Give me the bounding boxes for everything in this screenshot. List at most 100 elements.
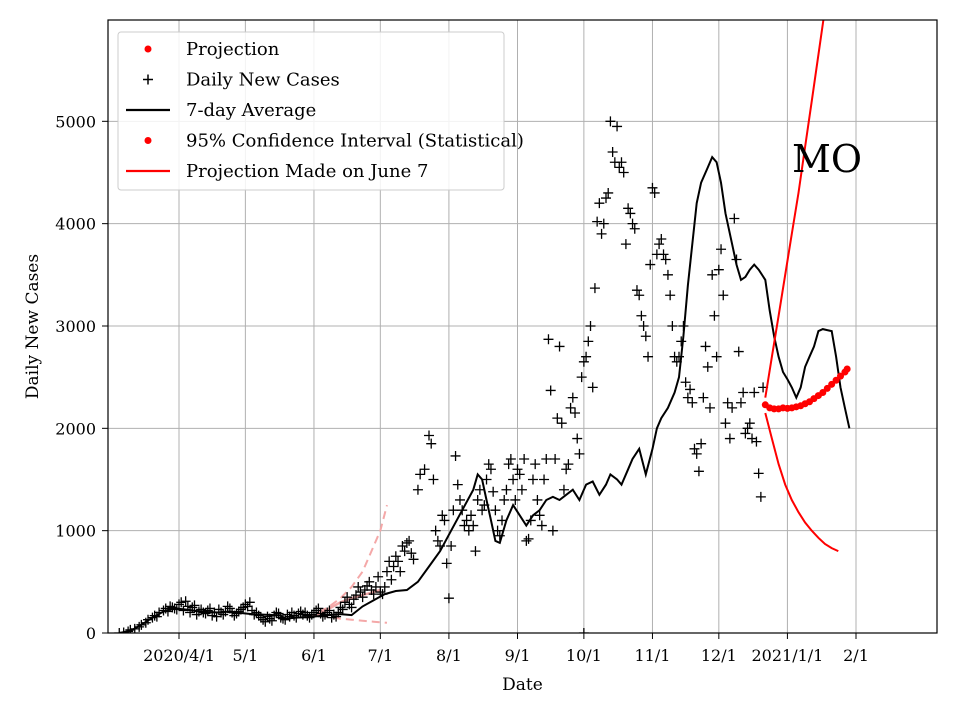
daily-case-marker — [501, 484, 512, 495]
series-layer — [114, 20, 851, 633]
daily-case-marker — [244, 597, 255, 608]
daily-case-marker — [477, 505, 488, 516]
daily-case-marker — [616, 157, 627, 168]
daily-case-marker — [534, 510, 545, 521]
daily-case-marker — [346, 602, 357, 613]
daily-case-marker — [733, 346, 744, 357]
daily-case-marker — [676, 336, 687, 347]
daily-case-marker — [654, 239, 665, 250]
daily-case-marker — [543, 334, 554, 345]
y-tick-label: 3000 — [55, 317, 96, 336]
y-tick-label: 4000 — [55, 215, 96, 234]
daily-case-marker — [554, 341, 565, 352]
daily-case-marker — [362, 580, 373, 591]
daily-case-marker — [585, 320, 596, 331]
daily-case-marker — [578, 356, 589, 367]
x-tick-label: 10/1 — [566, 646, 602, 665]
daily-case-marker — [600, 193, 611, 204]
daily-case-marker — [660, 254, 671, 265]
daily-case-marker — [558, 484, 569, 495]
projection-dot — [843, 365, 851, 373]
daily-case-marker — [627, 218, 638, 229]
daily-case-marker — [587, 382, 598, 393]
daily-case-marker — [536, 520, 547, 531]
daily-case-marker — [704, 402, 715, 413]
daily-case-marker — [481, 474, 492, 485]
daily-case-marker — [448, 505, 459, 516]
daily-case-marker — [452, 479, 463, 490]
legend-label: Projection — [186, 39, 280, 60]
daily-case-marker — [395, 566, 406, 577]
daily-case-marker — [253, 610, 264, 621]
legend-items: Projection Daily New Cases 7-day Average 95… — [126, 39, 524, 182]
daily-case-marker — [437, 510, 448, 521]
daily-case-marker — [570, 407, 581, 418]
daily-case-marker — [709, 310, 720, 321]
daily-case-marker — [273, 608, 284, 619]
daily-case-marker — [727, 402, 738, 413]
daily-case-marker — [483, 459, 494, 470]
daily-case-marker — [665, 290, 676, 301]
daily-case-marker — [581, 351, 592, 362]
daily-case-marker — [735, 397, 746, 408]
daily-case-marker — [744, 418, 755, 429]
seven-day-average-line — [119, 155, 851, 633]
daily-case-marker — [180, 596, 191, 607]
daily-case-marker — [459, 520, 470, 531]
daily-case-marker — [174, 599, 184, 610]
daily-case-marker — [629, 223, 640, 234]
daily-case-marker — [222, 601, 233, 612]
daily-case-marker — [565, 402, 576, 413]
daily-case-marker — [572, 433, 583, 444]
daily-case-marker — [337, 604, 348, 615]
daily-case-marker — [605, 116, 616, 127]
daily-case-marker — [521, 535, 532, 546]
daily-case-marker — [583, 336, 594, 347]
daily-case-marker — [643, 351, 654, 362]
daily-case-marker — [470, 546, 481, 557]
legend-label: 7-day Average — [186, 100, 316, 121]
daily-case-marker — [302, 610, 313, 621]
daily-case-marker — [722, 397, 733, 408]
daily-case-marker — [505, 454, 516, 465]
daily-case-marker — [556, 418, 567, 429]
daily-case-marker — [612, 121, 623, 132]
daily-case-marker — [114, 628, 125, 633]
daily-case-marker — [519, 454, 530, 465]
daily-case-marker — [353, 581, 364, 592]
x-tick-label: 6/1 — [301, 646, 327, 665]
daily-case-marker — [331, 611, 342, 622]
daily-case-marker — [324, 605, 335, 616]
legend-label: Projection Made on June 7 — [186, 161, 428, 182]
daily-case-marker — [446, 541, 457, 552]
daily-case-marker — [474, 484, 485, 495]
daily-case-marker — [384, 556, 395, 567]
daily-case-marker — [512, 464, 523, 475]
daily-case-marker — [412, 484, 423, 495]
daily-case-marker — [634, 290, 645, 301]
daily-case-marker — [289, 610, 300, 621]
daily-case-marker — [693, 466, 704, 477]
x-tick-label: 2020/4/1 — [143, 646, 215, 665]
daily-case-marker — [625, 208, 636, 219]
daily-case-marker — [468, 520, 479, 531]
daily-case-marker — [335, 602, 346, 613]
daily-case-marker — [667, 320, 678, 331]
daily-case-marker — [390, 551, 401, 562]
daily-case-marker — [685, 384, 696, 395]
daily-case-marker — [530, 459, 541, 470]
x-tick-label: 8/1 — [436, 646, 462, 665]
legend-marker-dot — [144, 45, 152, 53]
daily-case-marker — [492, 525, 503, 536]
daily-case-marker — [357, 592, 368, 603]
daily-case-marker — [368, 589, 379, 600]
daily-case-marker — [375, 587, 386, 598]
x-tick-label: 7/1 — [367, 646, 393, 665]
daily-case-marker — [589, 283, 600, 294]
state-annotation: MO — [792, 137, 862, 181]
daily-case-marker — [450, 450, 461, 461]
daily-case-marker — [355, 587, 366, 598]
daily-case-marker — [713, 264, 724, 275]
daily-case-marker — [618, 167, 629, 178]
